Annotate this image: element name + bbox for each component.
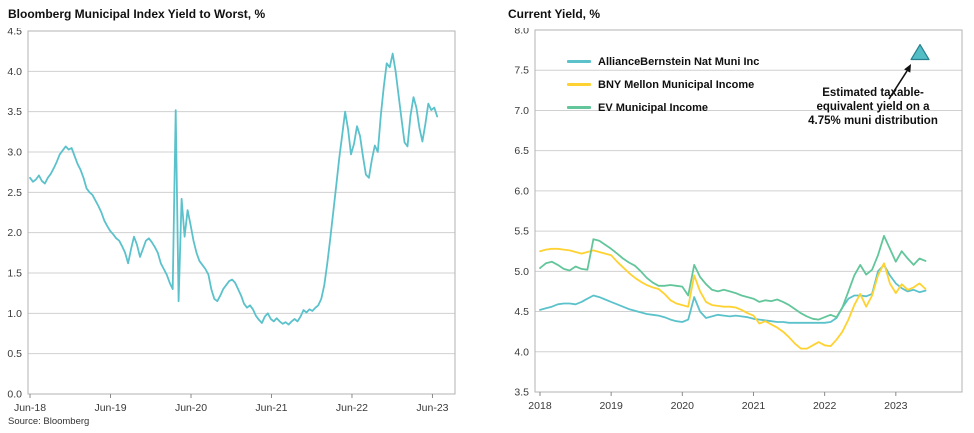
svg-text:5.0: 5.0	[514, 266, 529, 278]
annotation-line-1: Estimated taxable-	[822, 87, 924, 99]
svg-text:2022: 2022	[813, 400, 837, 412]
chart-render-layer: 3.5 4.0 4.5 5.0 5.5 6.0 6.5 7.0 7.5 8.0 2018 2019 20…	[514, 28, 963, 412]
svg-text:6.5: 6.5	[514, 145, 529, 157]
chart-legend: AllianceBernstein Nat Muni Inc BNY Mello…	[567, 50, 759, 119]
taxable-equivalent-annotation: Estimated taxable- equivalent yield on a…	[790, 86, 956, 128]
teal-line-swatch-icon	[567, 60, 591, 63]
svg-text:4.0: 4.0	[7, 66, 22, 78]
svg-text:Jun-18: Jun-18	[14, 402, 46, 414]
svg-text:Jun-22: Jun-22	[336, 402, 368, 414]
svg-text:0.0: 0.0	[7, 389, 22, 401]
svg-text:2.0: 2.0	[7, 227, 22, 239]
right-chart-panel: Current Yield, % 3.5 4.0 4.5 5.0 5.5 6.0 6.5 7.…	[505, 6, 974, 414]
svg-text:7.0: 7.0	[514, 105, 529, 117]
legend-item-alliancebernstein: AllianceBernstein Nat Muni Inc	[567, 50, 759, 73]
svg-text:5.5: 5.5	[514, 226, 529, 238]
svg-text:8.0: 8.0	[514, 28, 529, 37]
svg-text:4.0: 4.0	[514, 346, 529, 358]
annotation-line-2: equivalent yield on a	[816, 101, 930, 114]
svg-text:2018: 2018	[528, 400, 552, 412]
legend-label: BNY Mellon Municipal Income	[598, 78, 755, 91]
green-line-swatch-icon	[567, 106, 591, 109]
svg-text:2019: 2019	[599, 400, 623, 412]
yellow-line-swatch-icon	[567, 83, 591, 86]
left-chart-panel: Bloomberg Municipal Index Yield to Worst…	[0, 6, 480, 427]
svg-text:2023: 2023	[884, 400, 908, 412]
bloomberg-muni-ytw-chart: 0.0 0.5 1.0 1.5 2.0 2.5 3.0 3.5 4.0 4.5 Jun-18 Jun-…	[7, 28, 456, 414]
svg-text:Jun-19: Jun-19	[94, 402, 126, 414]
legend-item-bny-mellon: BNY Mellon Municipal Income	[567, 73, 759, 96]
svg-text:2.5: 2.5	[7, 187, 22, 199]
svg-text:7.5: 7.5	[514, 65, 529, 77]
chart-render-layer: 0.0 0.5 1.0 1.5 2.0 2.5 3.0 3.5 4.0 4.5 Jun-18 Jun-…	[7, 28, 456, 414]
right-chart-title: Current Yield, %	[508, 7, 601, 21]
legend-item-ev-municipal: EV Municipal Income	[567, 96, 759, 119]
legend-label: EV Municipal Income	[598, 101, 709, 114]
svg-text:2021: 2021	[742, 400, 766, 412]
legend-label: AllianceBernstein Nat Muni Inc	[598, 55, 760, 68]
svg-text:1.5: 1.5	[7, 268, 22, 280]
svg-text:Jun-20: Jun-20	[175, 402, 207, 414]
current-yield-chart: 3.5 4.0 4.5 5.0 5.5 6.0 6.5 7.0 7.5 8.0 2018 2019 20…	[514, 28, 963, 412]
svg-text:1.0: 1.0	[7, 308, 22, 320]
svg-text:4.5: 4.5	[514, 306, 529, 318]
svg-text:2020: 2020	[671, 400, 695, 412]
svg-text:3.0: 3.0	[7, 147, 22, 159]
svg-text:6.0: 6.0	[514, 185, 529, 197]
annotation-arrow-icon	[888, 64, 911, 100]
source-note: Source: Bloomberg	[8, 416, 90, 427]
svg-text:0.5: 0.5	[7, 348, 22, 360]
svg-text:Jun-23: Jun-23	[416, 402, 448, 414]
svg-text:4.5: 4.5	[7, 28, 22, 38]
svg-text:3.5: 3.5	[7, 106, 22, 118]
annotation-line-3: 4.75% muni distribution	[808, 115, 938, 128]
svg-text:3.5: 3.5	[514, 387, 529, 399]
svg-text:Jun-21: Jun-21	[255, 402, 287, 414]
left-chart-title: Bloomberg Municipal Index Yield to Worst…	[8, 7, 266, 21]
